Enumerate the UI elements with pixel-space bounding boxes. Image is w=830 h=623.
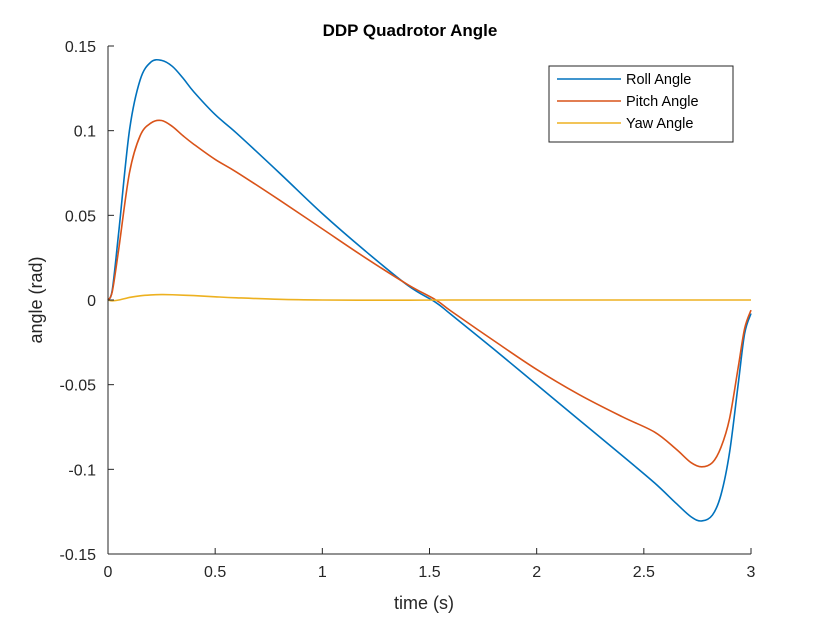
y-tick-label: 0.15 [65,39,96,56]
y-tick-label: 0.05 [65,208,96,225]
axes-layer: 0 0.5 1 1.5 2 2.5 3 -0.15 -0.1 -0.05 0 0.05 0.1 0.15 [60,39,756,581]
x-tick-label: 1.5 [418,564,440,581]
y-tick-label: -0.05 [60,378,97,395]
y-tick-label: -0.15 [60,547,97,564]
x-tick-label: 2.5 [633,564,655,581]
series-line-yaw-angle [107,293,751,302]
legend-label: Yaw Angle [626,116,693,132]
x-tick-label: 0.5 [204,564,226,581]
y-axis-label: angle (rad) [26,256,46,343]
x-tick-label: 2 [532,564,541,581]
chart-title: DDP Quadrotor Angle [323,21,498,40]
legend-label: Roll Angle [626,72,691,88]
x-tick-label: 0 [104,564,113,581]
x-axis-label: time (s) [394,593,454,613]
legend-label: Pitch Angle [626,94,699,110]
series-line-roll-angle [107,58,752,522]
series-layer [107,58,752,522]
series-line-pitch-angle [107,119,752,468]
x-tick-label: 1 [318,564,327,581]
y-tick-label: 0.1 [74,124,96,141]
x-tick-label: 3 [747,564,756,581]
y-tick-label: 0 [87,293,96,310]
legend: Roll Angle Pitch Angle Yaw Angle [548,65,734,143]
y-tick-label: -0.1 [68,462,96,479]
